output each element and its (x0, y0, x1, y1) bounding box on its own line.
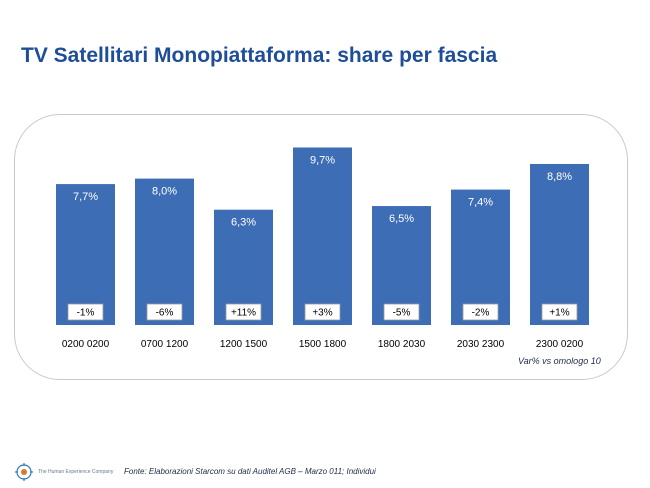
bar (56, 184, 115, 325)
variation-box (304, 303, 341, 321)
category-label: 0200 0200 (62, 339, 110, 350)
variation-label: +3% (312, 308, 332, 319)
category-label: 0700 1200 (141, 339, 189, 350)
variation-box (225, 303, 262, 321)
variation-label: -5% (393, 308, 411, 319)
bar (451, 189, 510, 325)
category-label: 1200 1500 (220, 339, 268, 350)
bar-value-label: 7,7% (73, 191, 98, 203)
slide-title: TV Satellitari Monopiattaforma: share pe… (21, 44, 498, 67)
variation-box (462, 303, 499, 321)
variation-label: -6% (156, 308, 174, 319)
bar-value-label: 8,0% (152, 186, 177, 198)
variation-box (67, 303, 104, 321)
variation-label: -1% (77, 308, 95, 319)
bar (135, 178, 194, 325)
category-label: 1800 2030 (378, 339, 426, 350)
bar-value-label: 6,5% (389, 213, 414, 225)
variation-note: Var% vs omologo 10 (518, 356, 601, 366)
company-brand: The Human Experience Company (38, 469, 114, 475)
category-label: 2030 2300 (457, 339, 505, 350)
bar (530, 163, 589, 325)
variation-label: -2% (472, 308, 490, 319)
bar-value-label: 9,7% (310, 154, 335, 166)
source-note: Fonte: Elaborazioni Starcom su dati Audi… (124, 467, 376, 476)
variation-label: +1% (549, 308, 569, 319)
bars-layer: 7,7% -1% 0200 0200 8,0% -6% 0700 1200 6,3% +11%… (56, 147, 589, 350)
bar-value-label: 7,4% (468, 197, 493, 209)
category-label: 1500 1800 (299, 339, 347, 350)
category-label: 2300 0200 (536, 339, 584, 350)
variation-label: +11% (231, 308, 256, 319)
variation-box (541, 303, 578, 321)
variation-box (383, 303, 420, 321)
bar (293, 147, 352, 325)
company-logo-icon (15, 463, 33, 481)
bar-value-label: 8,8% (547, 171, 572, 183)
bar-value-label: 6,3% (231, 217, 256, 229)
variation-box (146, 303, 183, 321)
